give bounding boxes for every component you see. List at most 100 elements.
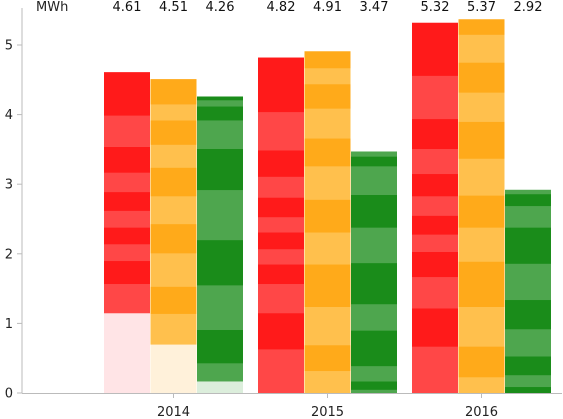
bar-segment: [304, 344, 351, 372]
bar-segment: [104, 227, 150, 245]
bar-total-labels: 4.61 4.51 4.26 4.82 4.91 3.47 5.32 5.37 2.92: [113, 0, 543, 15]
bar-segment: [505, 205, 551, 228]
bar-2016-2: [505, 189, 551, 394]
bar-segment: [258, 232, 304, 250]
bar-segment: [351, 330, 397, 367]
bar-segment: [304, 232, 351, 265]
bar-segment: [458, 92, 505, 122]
y-tick-label: 0: [5, 387, 13, 402]
bar-segment: [150, 253, 197, 287]
bar-total-label: 4.26: [206, 0, 235, 15]
bar-segment: [458, 121, 505, 159]
bar-segment: [505, 227, 551, 264]
bar-segment: [258, 283, 304, 314]
bar-segment: [258, 312, 304, 350]
bar-segment: [458, 306, 505, 347]
bar-segment: [258, 57, 304, 113]
bar-segment: [412, 251, 458, 278]
bar-segment: [351, 303, 397, 331]
bar-2016-1: [458, 19, 505, 394]
bar-segment: [458, 34, 505, 63]
bar-segment: [150, 144, 197, 168]
bar-segment: [197, 120, 243, 150]
bar-segment: [197, 96, 243, 101]
bar-segment: [304, 138, 351, 167]
bar-segment: [150, 120, 197, 145]
bar-2014-0: [104, 72, 150, 394]
bar-segment: [258, 216, 304, 233]
x-tick-label: 2015: [311, 405, 344, 419]
bars: [104, 19, 551, 394]
bar-segment: [412, 196, 458, 216]
bar-segment: [412, 346, 458, 394]
bar-segment: [412, 148, 458, 175]
bar-segment: [197, 239, 243, 286]
y-tick-label: 3: [5, 178, 13, 193]
x-tick-label: 2016: [465, 405, 498, 419]
bar-segment: [104, 312, 150, 394]
bar-segment: [412, 308, 458, 347]
bar-segment: [150, 196, 197, 225]
bar-segment: [412, 234, 458, 253]
bar-segment: [258, 176, 304, 198]
bar-segment: [304, 83, 351, 109]
bar-segment: [351, 156, 397, 167]
bar-2016-0: [412, 22, 458, 394]
bar-segment: [258, 111, 304, 151]
bar-segment: [458, 227, 505, 262]
y-tick-label: 1: [5, 317, 13, 332]
bar-segment: [197, 363, 243, 382]
bar-segment: [351, 194, 397, 228]
bar-segment: [150, 223, 197, 254]
bar-segment: [505, 356, 551, 376]
bar-segment: [258, 150, 304, 177]
bar-segment: [412, 22, 458, 76]
bar-segment: [458, 19, 505, 35]
bar-total-label: 4.91: [313, 0, 342, 15]
bar-segment: [351, 389, 397, 394]
bar-total-label: 5.37: [467, 0, 496, 15]
bar-segment: [458, 195, 505, 228]
bar-total-label: 2.92: [514, 0, 543, 15]
bar-segment: [458, 62, 505, 93]
bar-segment: [150, 286, 197, 314]
bar-segment: [505, 328, 551, 357]
bar-segment: [304, 306, 351, 346]
bar-2015-0: [258, 57, 304, 394]
bar-segment: [412, 173, 458, 197]
bar-segment: [458, 158, 505, 196]
bar-segment: [304, 67, 351, 85]
bar-segment: [258, 349, 304, 394]
bar-segment: [304, 51, 351, 69]
bar-segment: [150, 344, 197, 394]
bar-total-label: 3.47: [360, 0, 389, 15]
bar-2015-1: [304, 51, 351, 394]
bar-segment: [258, 248, 304, 265]
bar-segment: [304, 166, 351, 200]
bar-segment: [197, 99, 243, 107]
bar-segment: [104, 72, 150, 116]
bar-segment: [197, 106, 243, 121]
bar-segment: [104, 191, 150, 211]
bar-segment: [304, 108, 351, 139]
bar-segment: [505, 189, 551, 195]
bar-segment: [197, 148, 243, 191]
bar-segment: [412, 276, 458, 309]
bar-segment: [104, 115, 150, 147]
bar-segment: [304, 264, 351, 307]
bar-segment: [412, 75, 458, 120]
bar-segment: [150, 167, 197, 197]
bar-segment: [505, 193, 551, 207]
bar-segment: [458, 261, 505, 307]
bar-segment: [104, 172, 150, 193]
bar-segment: [197, 381, 243, 394]
bar-total-label: 5.32: [421, 0, 450, 15]
unit-label: MWh: [36, 0, 68, 15]
bar-2014-2: [197, 96, 243, 394]
bar-segment: [150, 104, 197, 121]
bar-segment: [351, 381, 397, 390]
x-axis: 2014 2015 2016: [22, 393, 562, 419]
bar-segment: [104, 210, 150, 228]
bar-2014-1: [150, 79, 197, 394]
